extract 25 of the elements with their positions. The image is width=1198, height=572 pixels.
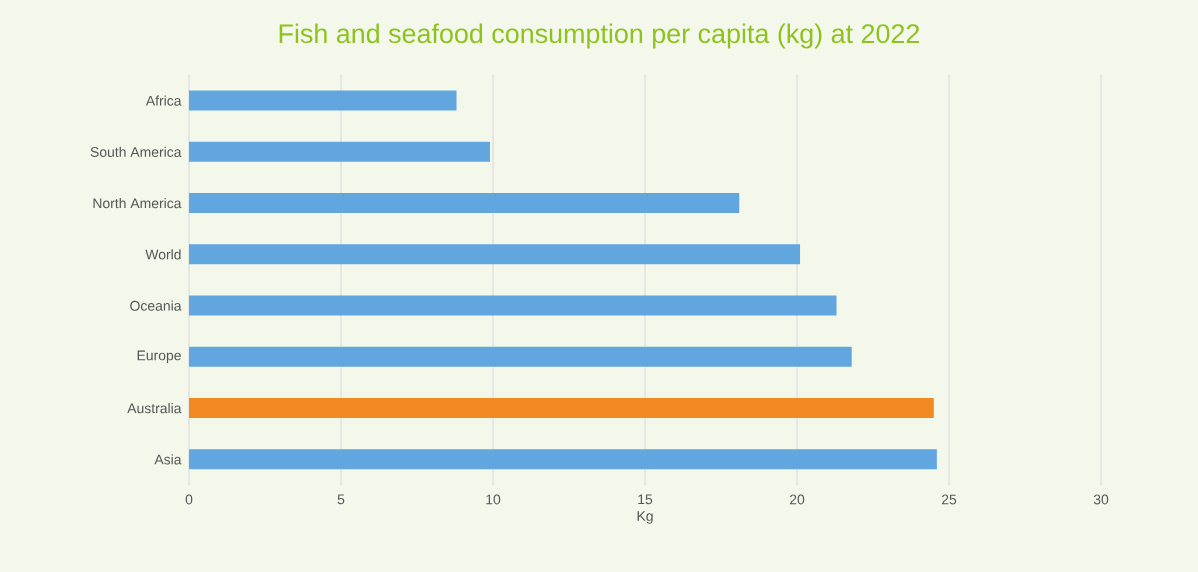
chart-title: Fish and seafood consumption per capita (kg) at 2022 (279, 23, 920, 49)
bar (189, 193, 740, 214)
bar (189, 398, 934, 419)
y-tick-label: Europe (137, 350, 181, 364)
bar (189, 449, 937, 470)
y-tick-label: Australia (127, 402, 182, 414)
x-tick-label: 0 (185, 494, 193, 505)
y-tick-label: North America (93, 197, 182, 209)
bar (189, 295, 837, 316)
x-tick-label: 30 (1093, 494, 1109, 505)
x-tick-label: 15 (638, 494, 653, 505)
bar (189, 141, 490, 162)
x-tick-label: 10 (486, 494, 501, 505)
y-tick-label: Asia (154, 454, 182, 465)
x-tick-label: 20 (789, 494, 805, 505)
bar (189, 346, 852, 367)
y-tick-label: Africa (145, 95, 182, 106)
x-axis-title: Kg (637, 511, 653, 524)
x-tick-label: 5 (337, 494, 345, 505)
x-tick-label: 25 (941, 494, 957, 505)
bar (189, 90, 457, 111)
y-tick-label: Oceania (130, 300, 182, 311)
y-tick-label: South America (90, 146, 182, 157)
bar (189, 244, 801, 265)
y-tick-label: World (145, 249, 181, 260)
